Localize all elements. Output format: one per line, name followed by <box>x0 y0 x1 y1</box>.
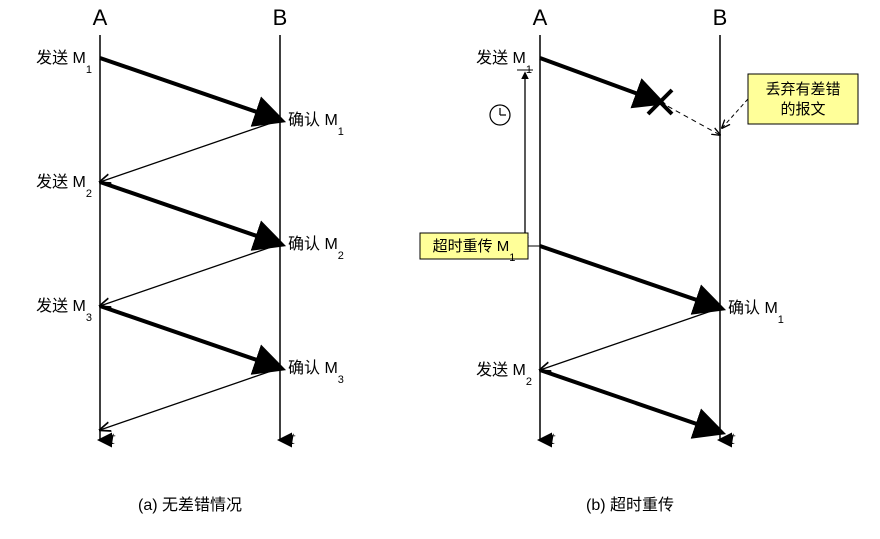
message-arrow-4 <box>100 306 280 368</box>
event-label-0: 发送 M1 <box>476 49 532 76</box>
panel-a: A Bt t 发送 M1 确认 M1 发送 M2 确认 M2 发送 M3 确认 M3 (a) 无差… <box>36 5 344 514</box>
event-label-2: 发送 M2 <box>36 173 92 200</box>
time-label-b: t <box>730 428 736 448</box>
message-arrow-2 <box>100 182 280 244</box>
discard-callout-line1: 丢弃有差错 <box>765 81 840 98</box>
event-label-1: 确认 M1 <box>728 299 784 326</box>
message-arrow-3 <box>540 370 720 432</box>
event-label-4: 发送 M3 <box>36 297 92 324</box>
time-label-b: t <box>290 428 296 448</box>
endpoint-a-label: A <box>93 5 108 30</box>
endpoint-a-label: A <box>533 5 548 30</box>
panel-a-caption: (a) 无差错情况 <box>138 496 242 514</box>
message-arrow-1 <box>540 246 720 308</box>
time-label-a: t <box>550 428 556 448</box>
panel-b-caption: (b) 超时重传 <box>586 496 674 514</box>
discard-callout-leader <box>722 99 748 128</box>
message-arrow-0 <box>100 58 280 120</box>
event-label-1: 确认 M1 <box>288 111 344 138</box>
panel-b: A Bt t 丢弃有差错的报文超时重传 M1 发送 M1 确认 M1 发送 M2 (b) 超时… <box>420 5 858 514</box>
discard-callout-line2: 的报文 <box>780 101 825 118</box>
event-label-0: 发送 M1 <box>36 49 92 76</box>
message-arrow-1 <box>100 120 280 182</box>
event-label-3: 确认 M2 <box>288 235 344 262</box>
message-arrow-3 <box>100 244 280 306</box>
endpoint-b-label: B <box>273 5 288 30</box>
event-label-2: 发送 M2 <box>476 361 532 388</box>
event-label-5: 确认 M3 <box>288 359 344 386</box>
message-arrow-2 <box>540 308 720 370</box>
lost-message-dashed <box>660 102 720 135</box>
protocol-diagram: A Bt t 发送 M1 确认 M1 发送 M2 确认 M2 发送 M3 确认 M3 (a) 无差… <box>0 0 880 539</box>
time-label-a: t <box>110 428 116 448</box>
message-arrow-0 <box>540 58 660 102</box>
endpoint-b-label: B <box>713 5 728 30</box>
message-arrow-5 <box>100 368 280 430</box>
retransmit-callout-text: 超时重传 M1 <box>433 238 516 264</box>
